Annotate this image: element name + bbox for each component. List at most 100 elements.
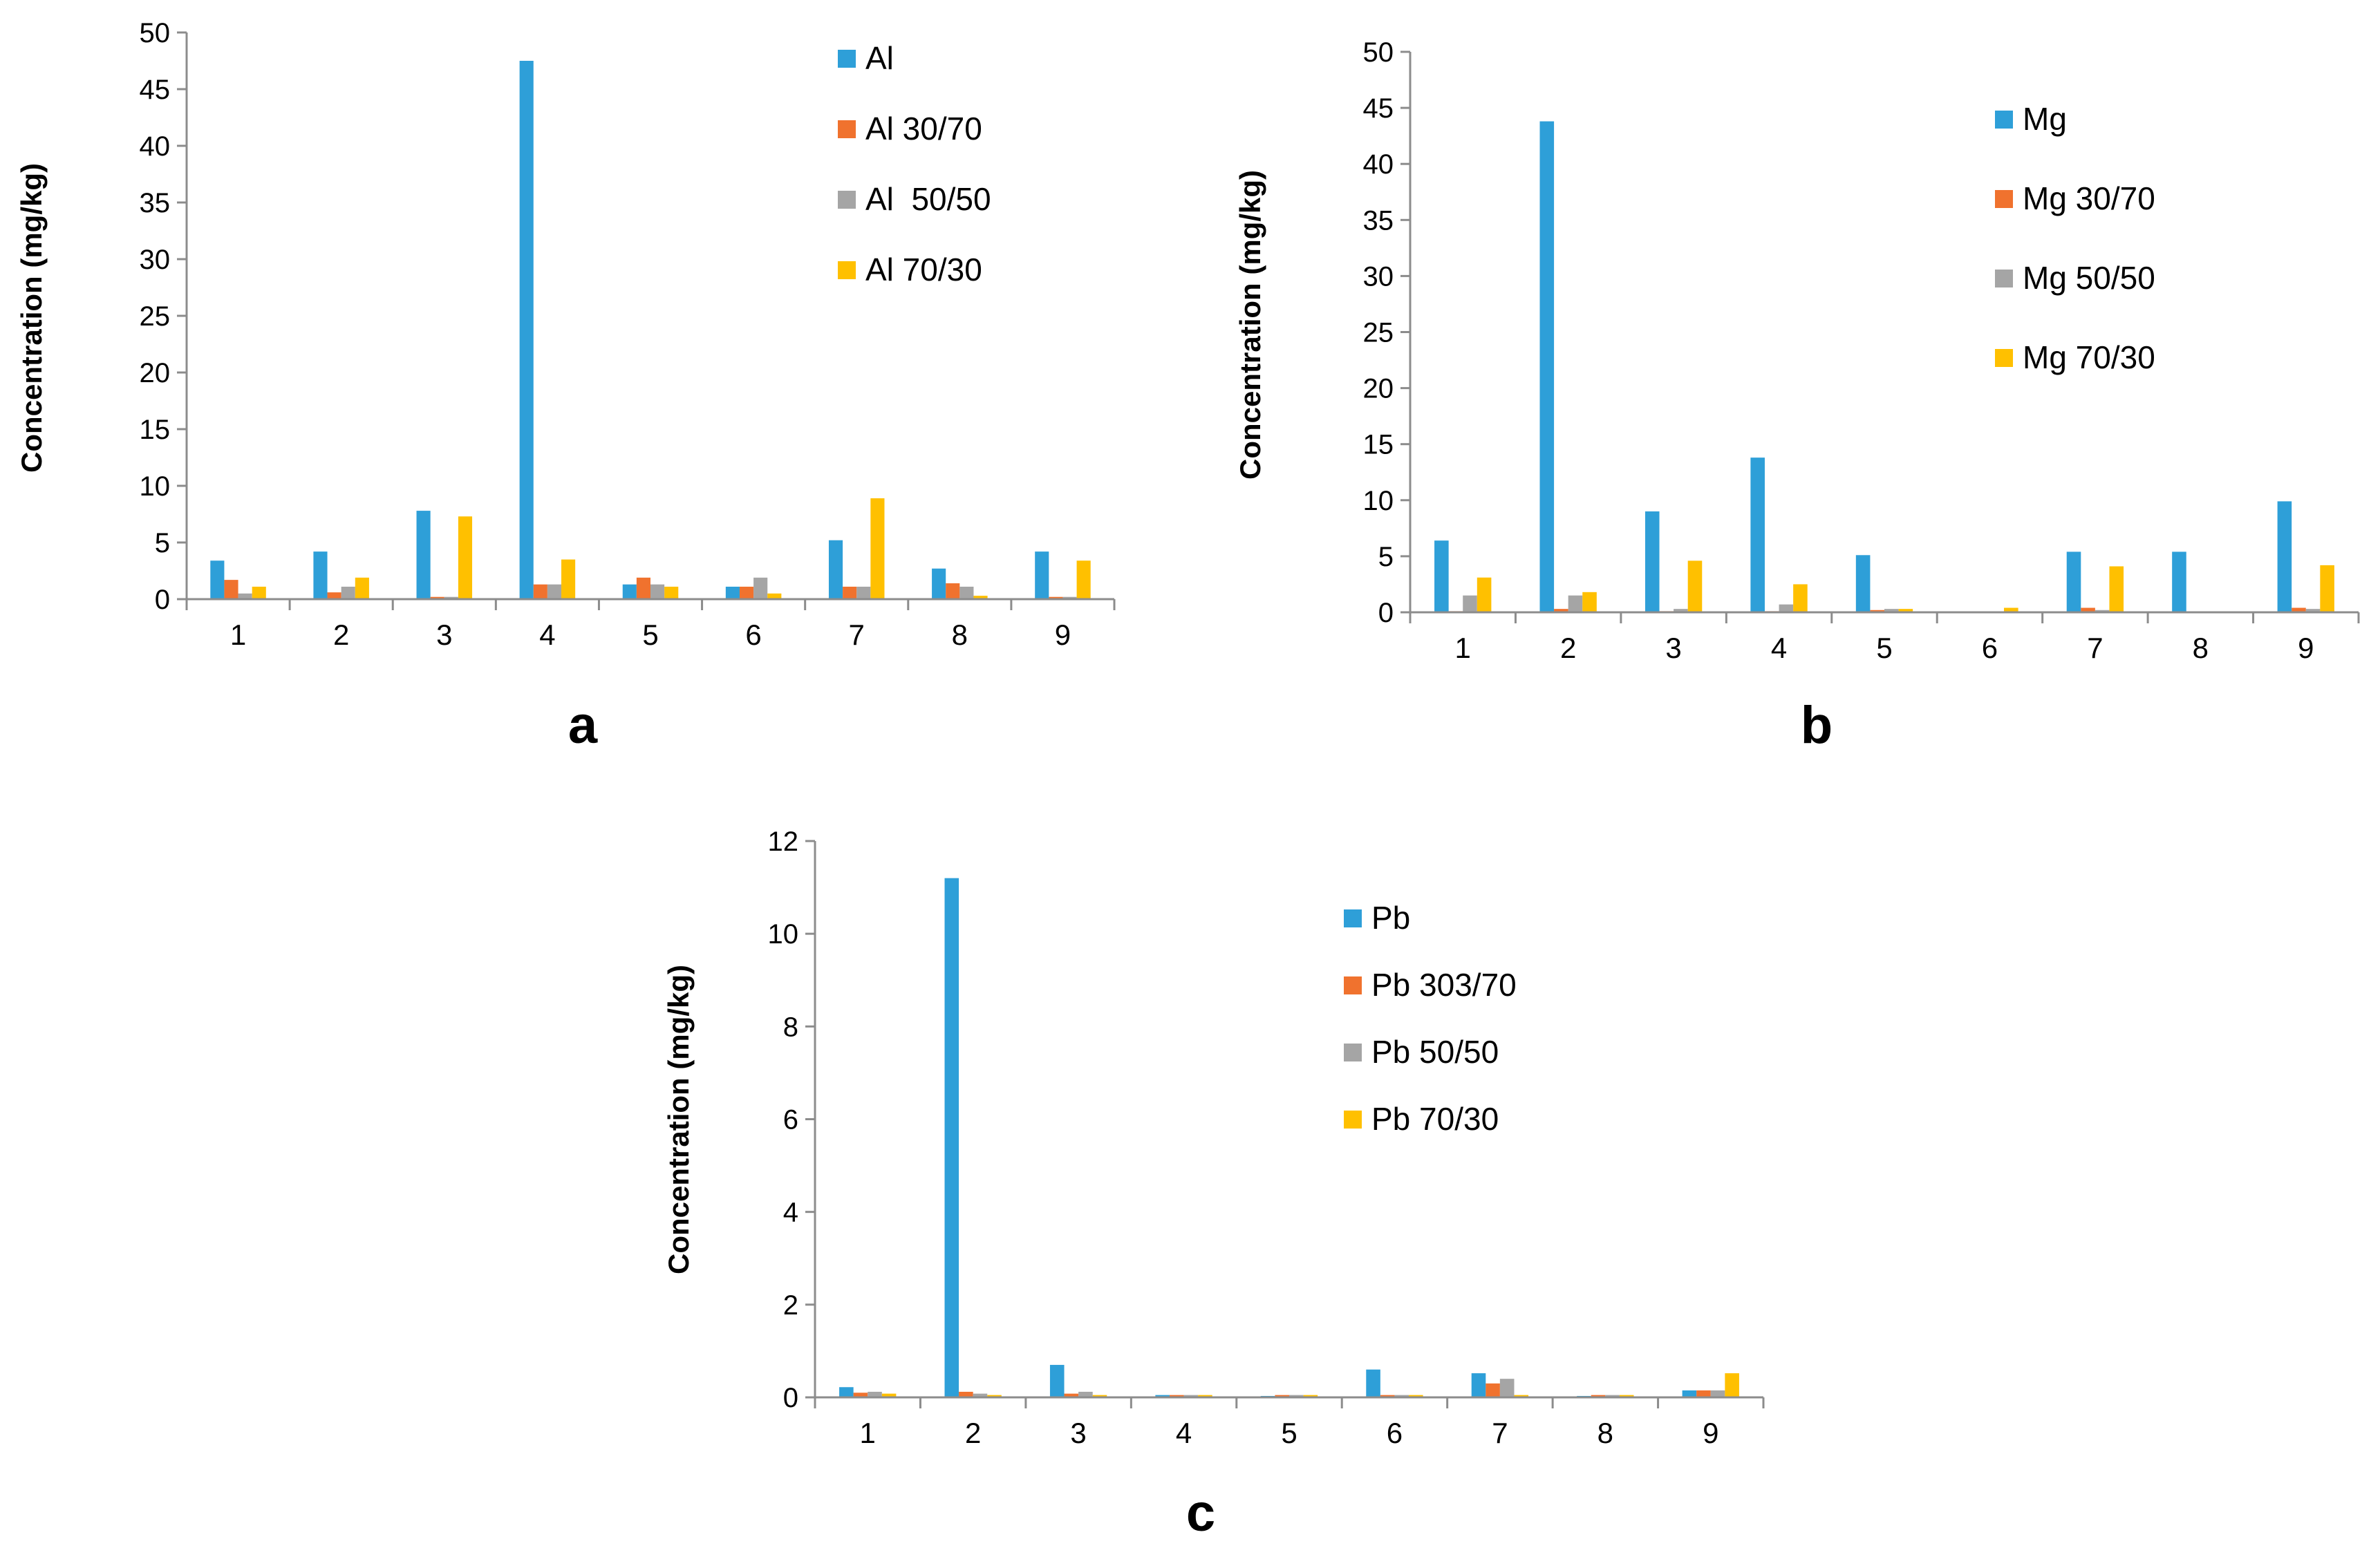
bar-mg-50-50-9 bbox=[2305, 609, 2321, 612]
y-tick-label: 0 bbox=[783, 1383, 798, 1413]
y-tick-label: 4 bbox=[783, 1198, 798, 1228]
y-tick-label: 40 bbox=[1363, 149, 1394, 180]
bar-al-1 bbox=[210, 560, 225, 599]
bar-mg-2 bbox=[1539, 121, 1555, 613]
legend-label: Pb 70/30 bbox=[1371, 1101, 1499, 1137]
legend-label: Mg 70/30 bbox=[2023, 339, 2155, 375]
x-tick-label: 3 bbox=[1070, 1417, 1086, 1449]
bar-mg-8 bbox=[2172, 551, 2186, 612]
bar-pb-303-70-7 bbox=[1486, 1383, 1500, 1397]
bar-mg-3 bbox=[1645, 511, 1660, 612]
bar-pb-303-70-9 bbox=[1696, 1390, 1711, 1397]
x-tick-label: 5 bbox=[1876, 632, 1892, 664]
x-tick-label: 7 bbox=[1492, 1417, 1508, 1449]
bar-al-30-70-4 bbox=[533, 584, 547, 599]
x-tick-label: 6 bbox=[745, 619, 761, 651]
x-tick-label: 8 bbox=[2193, 632, 2209, 664]
legend-swatch-2 bbox=[1995, 270, 2013, 287]
y-tick-label: 0 bbox=[155, 585, 170, 615]
legend-swatch-0 bbox=[1344, 909, 1362, 927]
x-tick-label: 5 bbox=[1281, 1417, 1297, 1449]
bar-al-30-70-2 bbox=[327, 592, 341, 599]
y-tick-label: 20 bbox=[1363, 374, 1394, 404]
bar-al-70-30-4 bbox=[561, 559, 576, 599]
bar-al-50-50-6 bbox=[753, 577, 768, 599]
y-tick-label: 25 bbox=[1363, 318, 1394, 348]
bar-pb-303-70-8 bbox=[1591, 1395, 1606, 1397]
bar-al-50-50-8 bbox=[959, 586, 974, 599]
legend-swatch-1 bbox=[1995, 190, 2013, 208]
x-tick-label: 2 bbox=[333, 619, 349, 651]
x-tick-label: 3 bbox=[436, 619, 452, 651]
y-tick-label: 8 bbox=[783, 1012, 798, 1042]
panel-letter: a bbox=[568, 696, 598, 755]
x-tick-label: 1 bbox=[1455, 632, 1471, 664]
bar-pb-70-30-4 bbox=[1198, 1395, 1212, 1397]
bar-mg-50-50-5 bbox=[1884, 609, 1899, 612]
x-tick-label: 9 bbox=[2298, 632, 2314, 664]
bar-pb-9 bbox=[1682, 1390, 1697, 1397]
y-tick-label: 35 bbox=[1363, 205, 1394, 236]
bar-al-7 bbox=[828, 540, 843, 599]
y-tick-label: 15 bbox=[1363, 430, 1394, 460]
y-tick-label: 10 bbox=[1363, 486, 1394, 516]
y-tick-label: 2 bbox=[783, 1290, 798, 1321]
bar-mg-50-50-3 bbox=[1674, 609, 1688, 612]
bar-al-30-70-3 bbox=[430, 596, 444, 599]
bar-al-2 bbox=[313, 551, 328, 599]
x-tick-label: 6 bbox=[1982, 632, 1998, 664]
legend-swatch-3 bbox=[1995, 349, 2013, 367]
bar-al-50-50-1 bbox=[238, 593, 252, 599]
bar-al-30-70-8 bbox=[946, 583, 960, 599]
bar-pb-303-70-1 bbox=[853, 1393, 868, 1397]
bar-al-70-30-7 bbox=[870, 498, 885, 599]
legend-label: Al 70/30 bbox=[865, 252, 982, 287]
y-tick-label: 50 bbox=[140, 18, 171, 48]
legend: Al Al 30/70 Al 50/50 Al 70/30 bbox=[838, 40, 991, 287]
bar-al-4 bbox=[519, 61, 534, 599]
legend-label: Pb 303/70 bbox=[1371, 967, 1517, 1003]
bar-pb-50-50-5 bbox=[1289, 1395, 1304, 1397]
x-tick-label: 7 bbox=[849, 619, 865, 651]
y-tick-label: 15 bbox=[140, 415, 171, 445]
bar-al-50-50-7 bbox=[856, 586, 871, 599]
legend-swatch-3 bbox=[1344, 1111, 1362, 1129]
bar-pb-70-30-9 bbox=[1725, 1373, 1739, 1397]
y-tick-label: 25 bbox=[140, 301, 171, 332]
x-tick-label: 6 bbox=[1387, 1417, 1403, 1449]
y-axis-title: Concentration (mg/kg) bbox=[15, 163, 48, 473]
bar-mg-70-30-7 bbox=[2109, 566, 2124, 612]
x-tick-label: 2 bbox=[1560, 632, 1576, 664]
legend-swatch-0 bbox=[838, 50, 856, 68]
bar-al-70-30-3 bbox=[458, 516, 473, 599]
x-tick-label: 1 bbox=[860, 1417, 876, 1449]
bar-pb-70-30-1 bbox=[881, 1393, 897, 1397]
legend-swatch-3 bbox=[838, 261, 856, 279]
legend-swatch-1 bbox=[1344, 976, 1362, 994]
bar-pb-303-70-5 bbox=[1275, 1395, 1289, 1397]
x-tick-label: 2 bbox=[965, 1417, 981, 1449]
bar-pb-50-50-3 bbox=[1078, 1391, 1093, 1397]
bar-mg-30-70-9 bbox=[2292, 607, 2306, 612]
bar-al-30-70-6 bbox=[739, 586, 754, 599]
legend-swatch-0 bbox=[1995, 111, 2013, 129]
bar-mg-70-30-3 bbox=[1687, 560, 1703, 612]
bar-mg-30-70-7 bbox=[2081, 607, 2095, 612]
bar-mg-70-30-6 bbox=[2004, 607, 2018, 612]
bar-al-70-30-8 bbox=[973, 596, 988, 599]
x-tick-label: 9 bbox=[1055, 619, 1071, 651]
x-tick-label: 8 bbox=[952, 619, 968, 651]
panel-letter: b bbox=[1801, 696, 1833, 755]
bar-pb-70-30-6 bbox=[1409, 1395, 1423, 1397]
bar-al-30-70-7 bbox=[843, 586, 857, 599]
bar-mg-70-30-4 bbox=[1793, 584, 1808, 612]
bar-al-50-50-9 bbox=[1062, 596, 1077, 599]
bar-mg-70-30-1 bbox=[1477, 577, 1492, 612]
bar-pb-1 bbox=[839, 1387, 854, 1397]
bar-al-8 bbox=[932, 568, 946, 599]
y-tick-label: 5 bbox=[155, 528, 170, 558]
bar-al-9 bbox=[1035, 551, 1049, 599]
y-tick-label: 45 bbox=[1363, 93, 1394, 124]
bar-pb-50-50-4 bbox=[1183, 1395, 1199, 1397]
